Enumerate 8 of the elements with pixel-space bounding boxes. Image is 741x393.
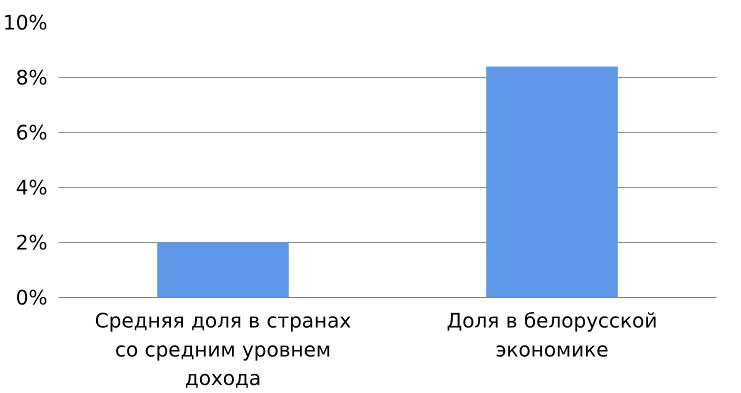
y-tick-label: 2% <box>16 230 48 254</box>
y-tick-label: 0% <box>16 286 48 310</box>
y-tick-label: 10% <box>3 10 48 34</box>
y-tick-label: 8% <box>16 66 48 90</box>
y-tick-label: 4% <box>16 176 48 200</box>
x-tick-label: Средняя доля в странах со средним уровнем дохода <box>94 308 352 390</box>
y-tick-label: 6% <box>16 120 48 144</box>
x-tick-label: Доля в белорусской экономике <box>446 308 658 362</box>
